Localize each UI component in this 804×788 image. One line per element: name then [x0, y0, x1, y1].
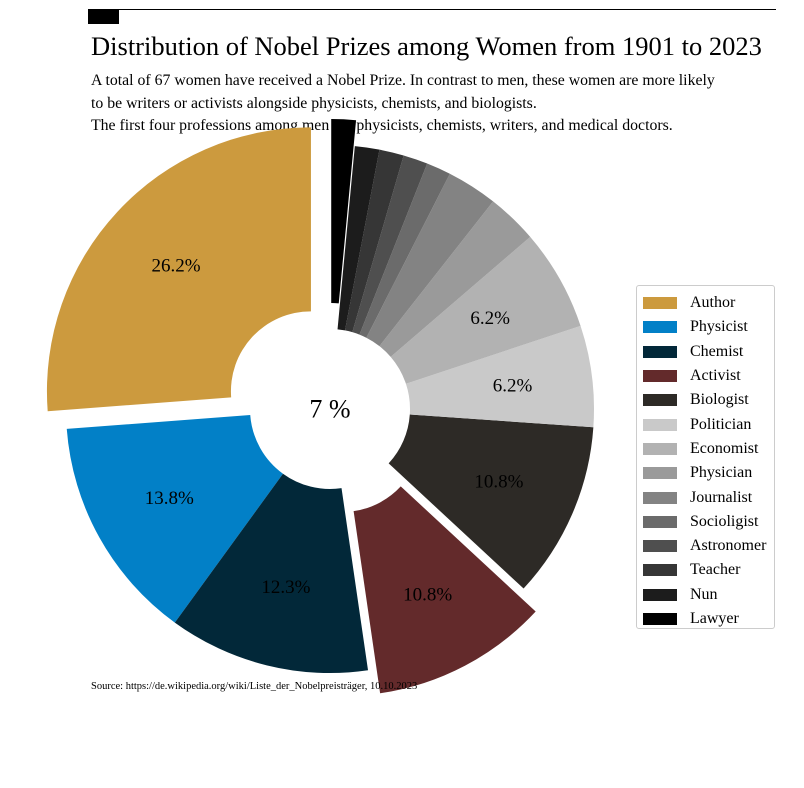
legend-swatch	[643, 345, 677, 358]
slice-journalist	[366, 173, 494, 347]
slice-activist	[353, 486, 536, 694]
center-label: 7 %	[309, 395, 350, 424]
legend-item-author: Author	[643, 291, 774, 315]
legend-label: Astronomer	[690, 537, 767, 555]
legend-swatch	[643, 564, 677, 577]
legend-item-journalist: Journalist	[643, 485, 774, 509]
legend-label: Chemist	[690, 342, 744, 360]
legend-label: Teacher	[690, 561, 741, 579]
legend-swatch	[643, 540, 677, 553]
legend-item-biologist: Biologist	[643, 388, 774, 412]
legend-label: Lawyer	[690, 610, 739, 627]
legend-item-teacher: Teacher	[643, 558, 774, 582]
legend-swatch	[643, 394, 677, 407]
legend-label: Author	[690, 294, 736, 312]
legend-item-physician: Physician	[643, 461, 774, 485]
subtitle-line: A total of 67 women have received a Nobe…	[91, 72, 715, 89]
legend-item-astronomer: Astronomer	[643, 534, 774, 558]
legend-item-nun: Nun	[643, 583, 774, 607]
data-label-chemist: 12.3%	[261, 577, 310, 598]
legend-item-activist: Activist	[643, 364, 774, 388]
legend: Author Physicist Chemist Activist Biologist P…	[636, 285, 775, 629]
legend-swatch	[643, 370, 677, 383]
data-label-author: 26.2%	[151, 256, 200, 277]
data-label-economist: 6.2%	[470, 308, 510, 329]
slice-physicist	[66, 415, 283, 623]
legend-label: Biologist	[690, 391, 749, 409]
legend-label: Economist	[690, 439, 759, 457]
slice-author	[46, 127, 311, 412]
slice-biologist	[388, 414, 594, 589]
legend-item-lawyer: Lawyer	[643, 607, 774, 631]
source-note: Source: https://de.wikipedia.org/wiki/Li…	[91, 681, 418, 692]
legend-item-politician: Politician	[643, 412, 774, 436]
slice-nun	[337, 146, 380, 331]
slice-politician	[405, 325, 595, 428]
legend-swatch	[643, 515, 677, 528]
header-accent-bar	[88, 9, 119, 24]
slice-labels-group: 26.2% 13.8% 12.3% 10.8% 10.8% 6.2% 6.2%	[145, 256, 533, 606]
legend-item-chemist: Chemist	[643, 340, 774, 364]
legend-swatch	[643, 491, 677, 504]
legend-label: Socioligist	[690, 512, 759, 530]
slice-physician	[379, 201, 531, 357]
legend-item-socioligist: Socioligist	[643, 510, 774, 534]
legend-label: Physicist	[690, 318, 748, 336]
legend-item-physicist: Physicist	[643, 315, 774, 339]
slices-group	[46, 119, 595, 694]
header-rule	[88, 9, 776, 10]
slice-lawyer	[331, 119, 357, 304]
chart-subtitle: A total of 67 women have received a Nobe…	[91, 70, 791, 138]
slice-economist	[390, 236, 581, 384]
legend-label: Nun	[690, 585, 718, 603]
legend-item-economist: Economist	[643, 437, 774, 461]
legend-swatch	[643, 613, 677, 625]
slice-socioligist	[359, 163, 450, 338]
slice-astronomer	[352, 155, 428, 335]
legend-swatch	[643, 588, 677, 601]
subtitle-line: to be writers or activists alongside phy…	[91, 94, 537, 112]
legend-swatch	[643, 321, 677, 334]
data-label-biologist: 10.8%	[474, 472, 523, 493]
subtitle-line: The first four professions among men are…	[91, 117, 673, 134]
legend-swatch	[643, 297, 677, 310]
slice-teacher	[344, 149, 404, 333]
data-label-physicist: 13.8%	[145, 488, 194, 509]
legend-swatch	[643, 442, 677, 455]
legend-label: Physician	[690, 464, 753, 482]
legend-label: Politician	[690, 415, 752, 433]
chart-title: Distribution of Nobel Prizes among Women…	[91, 31, 762, 61]
legend-label: Journalist	[690, 488, 753, 506]
legend-swatch	[643, 467, 677, 480]
legend-swatch	[643, 418, 677, 431]
slice-chemist	[174, 473, 369, 674]
data-label-politician: 6.2%	[493, 375, 533, 396]
legend-label: Activist	[690, 367, 741, 385]
data-label-activist: 10.8%	[403, 584, 452, 605]
